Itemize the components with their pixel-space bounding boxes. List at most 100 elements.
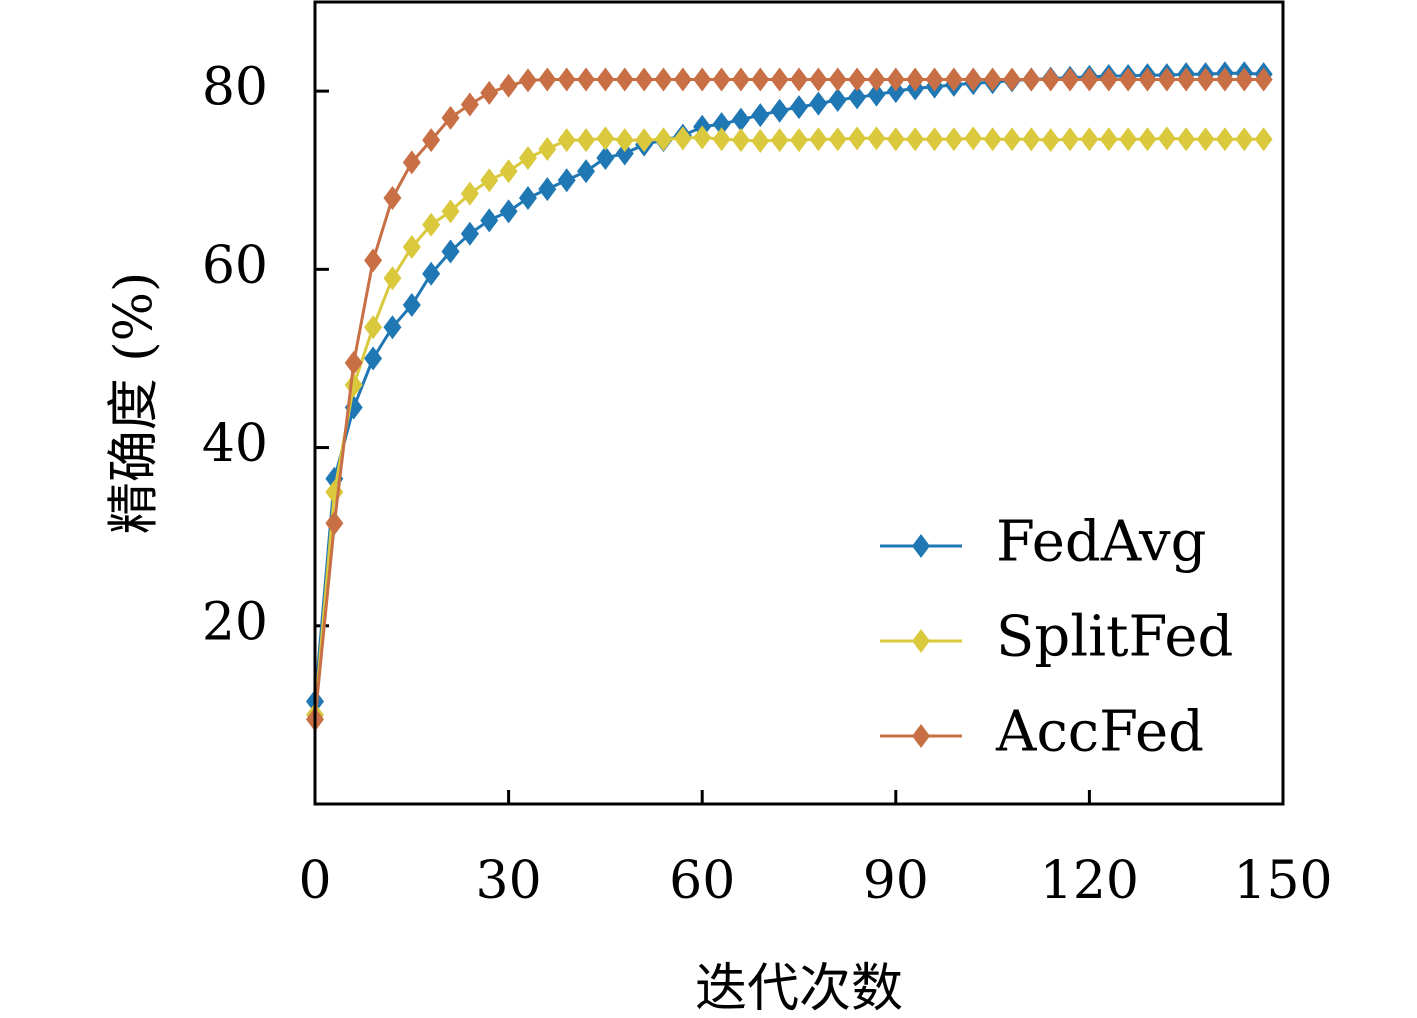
y-tick-label: 80 (202, 58, 268, 118)
data-point (770, 128, 789, 153)
data-point (1215, 127, 1234, 152)
data-point (693, 125, 712, 150)
series-accfed (306, 67, 1273, 732)
data-point (790, 128, 808, 153)
data-point (848, 85, 867, 110)
legend-marker (912, 629, 930, 653)
data-point (809, 91, 828, 116)
data-point (944, 67, 963, 92)
data-point (422, 212, 441, 237)
data-point (364, 346, 383, 371)
data-point (1041, 128, 1060, 153)
data-point (1022, 127, 1041, 152)
data-point (1138, 67, 1157, 92)
data-point (1080, 127, 1099, 152)
data-point (596, 145, 615, 170)
data-point (673, 67, 692, 92)
data-point (1254, 67, 1273, 92)
data-point (557, 128, 576, 153)
data-point (383, 186, 402, 211)
data-point (731, 128, 750, 153)
data-point (770, 67, 789, 92)
data-point (1119, 127, 1138, 152)
data-point (1022, 67, 1041, 92)
data-point (770, 98, 789, 123)
y-tick-label: 20 (202, 592, 268, 652)
data-point (925, 127, 944, 152)
data-point (325, 511, 344, 536)
data-point (422, 128, 441, 153)
data-point (731, 67, 750, 92)
data-point (538, 177, 557, 202)
data-point (460, 181, 479, 206)
legend-item-splitfed: SplitFed (880, 605, 1233, 670)
data-point (1196, 67, 1215, 92)
data-point (1235, 67, 1254, 92)
data-point (712, 67, 731, 92)
x-tick-label: 90 (863, 851, 929, 911)
data-point (828, 127, 847, 152)
legend: FedAvg SplitFed AccFed (880, 510, 1233, 765)
data-point (402, 292, 421, 317)
data-point (557, 168, 576, 193)
data-point (886, 67, 905, 92)
y-axis-label: 精确度 (%) (105, 272, 165, 535)
data-point (596, 126, 615, 151)
data-point (1080, 67, 1099, 92)
data-point (499, 159, 518, 184)
data-point (1041, 67, 1060, 92)
data-point (383, 315, 402, 340)
data-point (751, 129, 770, 154)
data-point (1099, 127, 1118, 152)
data-point (867, 82, 886, 107)
data-point (1177, 127, 1196, 152)
data-point (441, 239, 460, 264)
data-point (828, 88, 847, 113)
legend-marker (912, 534, 930, 558)
x-axis-ticks: 0 30 60 90 120 150 (298, 790, 1333, 911)
data-point (480, 168, 499, 193)
data-point (402, 235, 421, 260)
x-tick-label: 60 (669, 851, 735, 911)
data-point (518, 186, 537, 211)
series-layer (306, 61, 1273, 732)
y-tick-label: 60 (202, 236, 268, 296)
data-point (441, 199, 460, 224)
data-point (848, 67, 867, 92)
data-point (654, 127, 673, 152)
legend-label: SplitFed (996, 605, 1233, 670)
plot-frame (313, 0, 1285, 806)
data-point (422, 261, 441, 286)
data-point (944, 127, 963, 152)
data-point (712, 127, 731, 152)
data-point (1138, 127, 1157, 152)
data-point (654, 67, 673, 92)
data-point (460, 92, 479, 117)
data-point (364, 315, 383, 340)
x-tick-label: 30 (476, 851, 542, 911)
data-point (518, 145, 537, 170)
data-point (751, 103, 770, 128)
data-point (596, 67, 615, 92)
data-point (790, 95, 808, 120)
data-point (480, 208, 499, 233)
data-point (577, 67, 596, 92)
data-point (1157, 67, 1176, 92)
data-point (635, 67, 654, 92)
data-point (925, 67, 944, 92)
data-point (1254, 127, 1273, 152)
data-point (615, 128, 634, 153)
data-point (1215, 67, 1234, 92)
data-point (538, 137, 557, 162)
data-point (383, 266, 402, 291)
data-point (577, 128, 596, 153)
y-axis-ticks: 20 40 60 80 (202, 58, 329, 652)
data-point (886, 127, 905, 152)
data-point (731, 107, 750, 132)
data-point (809, 67, 828, 92)
data-point (964, 67, 983, 92)
data-point (1235, 127, 1254, 152)
data-point (867, 67, 886, 92)
legend-item-fedavg: FedAvg (880, 510, 1206, 575)
